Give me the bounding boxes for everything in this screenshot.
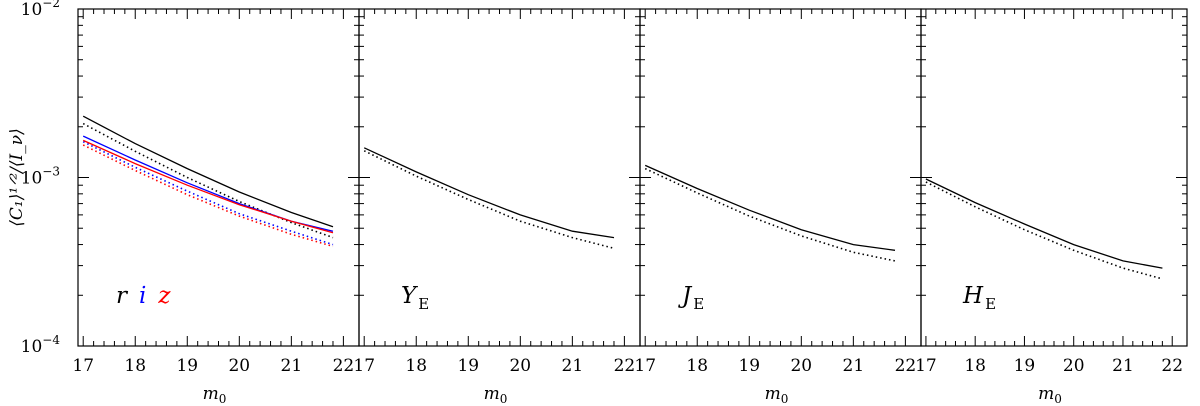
series-line-dotted: [925, 181, 1163, 280]
y-tick-exponent: −2: [42, 0, 60, 10]
panel-label-subscript: E: [418, 295, 429, 313]
panel-JE: 17 18 19 20 21 22 m0 J E: [634, 8, 922, 406]
series-line-solid: [363, 147, 615, 239]
y-tick-label: 10−2: [21, 0, 60, 20]
x-tick-label: 20: [790, 356, 812, 376]
x-tick-label: 22: [333, 356, 355, 376]
x-axis-label: m0: [765, 384, 789, 406]
series-line-solid: [82, 115, 334, 228]
x-tick-label: 18: [124, 356, 146, 376]
y-tick-base: 10: [21, 0, 43, 20]
series-line-solid: [644, 164, 896, 251]
x-tick-label: 19: [457, 356, 479, 376]
panel-label-part: z: [157, 283, 171, 309]
x-tick-label: 21: [562, 356, 584, 376]
series-line-solid: [82, 135, 334, 232]
x-axis-label: m0: [484, 384, 508, 406]
x-tick-label: 18: [964, 356, 986, 376]
x-tick-label: 18: [686, 356, 708, 376]
x-axis-label-main: m: [203, 384, 219, 404]
series-line-solid: [82, 139, 334, 234]
y-tick-label: 10−3: [21, 165, 60, 189]
x-axis-label: m0: [1038, 384, 1062, 406]
y-tick-exponent: −4: [42, 333, 60, 347]
panel-HE: 17 18 19 20 21 22 m0 H E: [915, 8, 1188, 406]
panel-label-part: i: [139, 283, 146, 309]
x-tick-label: 21: [843, 356, 865, 376]
y-tick-base: 10: [21, 337, 43, 357]
x-axis-label-main: m: [484, 384, 500, 404]
x-tick-label: 19: [176, 356, 198, 376]
x-tick-label: 20: [509, 356, 531, 376]
panel-label-part: Y: [401, 283, 419, 309]
x-tick-label: 17: [915, 356, 937, 376]
panel-label-part: J: [678, 283, 693, 309]
series-line-dotted: [82, 144, 334, 248]
y-axis-label: ⟨C₁⟩¹ᐟ²/⟨I_ν⟩: [7, 128, 27, 226]
x-axis-label-main: m: [1038, 384, 1054, 404]
x-tick-label: 22: [1161, 356, 1183, 376]
x-tick-label: 22: [614, 356, 636, 376]
x-tick-label: 19: [738, 356, 760, 376]
panel-YE: 17 18 19 20 21 22 m0 Y E: [353, 8, 641, 406]
x-tick-label: 22: [895, 356, 917, 376]
x-tick-label: 21: [1112, 356, 1134, 376]
y-tick-exponent: −3: [42, 165, 60, 179]
x-axis-label-sub: 0: [219, 392, 227, 406]
x-tick-label: 17: [72, 356, 94, 376]
series-line-dotted: [82, 140, 334, 246]
panel-label-subscript: E: [693, 295, 704, 313]
series-line-dotted: [82, 122, 334, 239]
x-tick-label: 21: [281, 356, 303, 376]
panel-frame: [920, 8, 1188, 347]
x-tick-label: 17: [353, 356, 375, 376]
panel-label-part: H: [962, 283, 984, 309]
y-tick-label: 10−4: [21, 333, 61, 357]
series-line-solid: [925, 178, 1163, 269]
panel-label-part: r: [116, 283, 129, 309]
x-tick-label: 17: [634, 356, 656, 376]
y-tick-base: 10: [21, 169, 43, 189]
panel-label-subscript: E: [985, 295, 996, 313]
x-tick-label: 20: [1063, 356, 1085, 376]
x-tick-label: 18: [405, 356, 427, 376]
x-axis-label: m0: [203, 384, 227, 406]
x-axis-label-sub: 0: [1054, 392, 1062, 406]
x-tick-label: 20: [228, 356, 250, 376]
x-tick-label: 19: [1014, 356, 1036, 376]
x-axis-label-main: m: [765, 384, 781, 404]
panel-riz: 17 18 19 20 21 22 m0 r i z: [72, 8, 360, 406]
x-axis-label-sub: 0: [781, 392, 789, 406]
x-axis-label-sub: 0: [500, 392, 508, 406]
